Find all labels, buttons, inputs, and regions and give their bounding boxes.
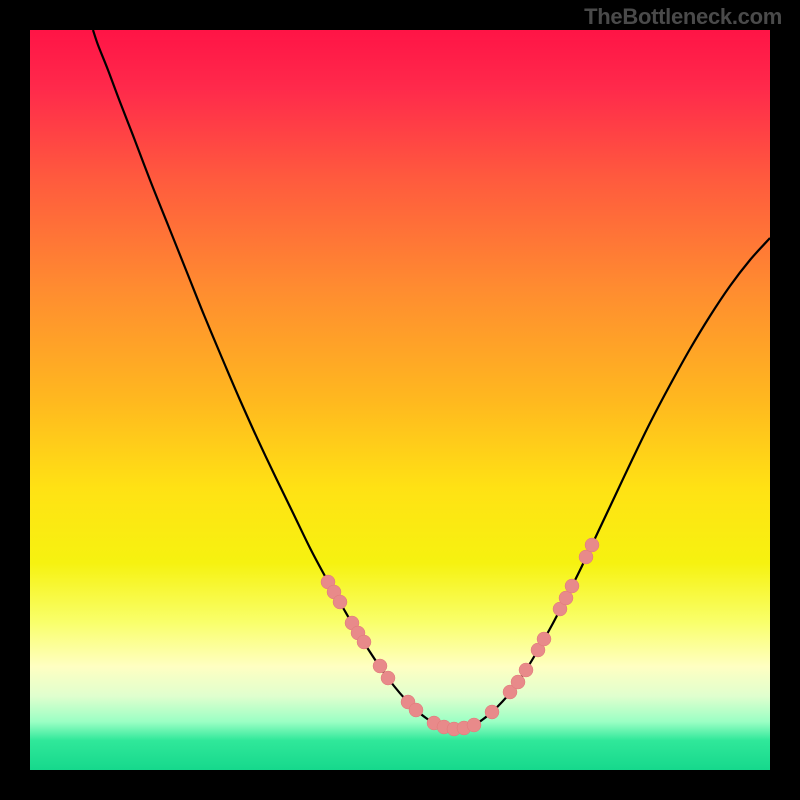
scatter-point [537,632,551,646]
v-curve [93,30,770,729]
scatter-point [519,663,533,677]
scatter-point [467,718,481,732]
scatter-point [585,538,599,552]
plot-area [30,30,770,770]
scatter-point [485,705,499,719]
scatter-point [409,703,423,717]
scatter-point [511,675,525,689]
scatter-point [381,671,395,685]
scatter-point [333,595,347,609]
scatter-cluster-left [321,575,481,736]
scatter-point [373,659,387,673]
curve-layer [30,30,770,770]
scatter-point [357,635,371,649]
watermark-text: TheBottleneck.com [584,4,782,30]
scatter-point [565,579,579,593]
